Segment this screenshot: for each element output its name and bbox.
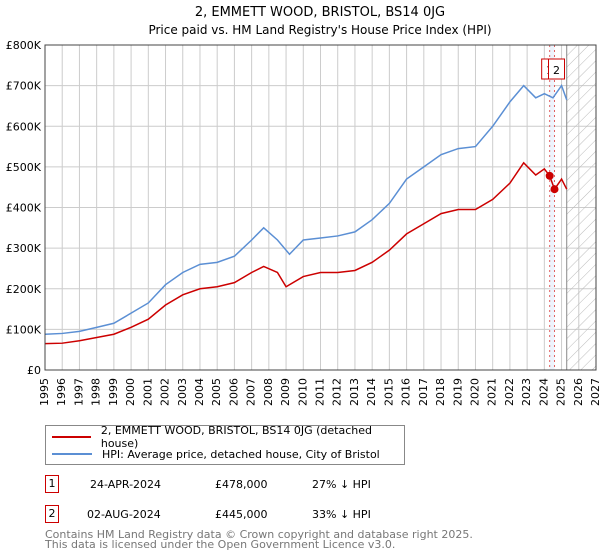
x-tick-label: 1996 — [55, 378, 68, 406]
x-tick-label: 2005 — [210, 378, 223, 406]
x-tick-label: 2003 — [176, 378, 189, 406]
x-tick-label: 2016 — [400, 378, 413, 406]
x-tick-label: 2012 — [331, 378, 344, 406]
y-tick-label: £500K — [6, 161, 42, 174]
sale-date: 24-APR-2024 — [90, 478, 162, 491]
sale-hpi-diff: 33% ↓ HPI — [312, 508, 371, 521]
series-line — [44, 84, 568, 335]
y-tick-label: £800K — [6, 39, 42, 52]
x-tick-label: 2006 — [227, 378, 240, 406]
x-tick-label: 2013 — [348, 378, 361, 406]
legend: 2, EMMETT WOOD, BRISTOL, BS14 0JG (detac… — [45, 424, 405, 465]
series-line — [44, 161, 568, 345]
x-tick-label: 2020 — [468, 378, 481, 406]
x-tick-label: 2002 — [159, 378, 172, 406]
sale-badge: 2 — [45, 505, 59, 523]
x-tick-label: 2014 — [365, 378, 378, 406]
x-tick-label: 2015 — [382, 378, 395, 406]
price-chart: 2, EMMETT WOOD, BRISTOL, BS14 0JG Price … — [6, 5, 600, 406]
y-tick-label: £700K — [6, 80, 42, 93]
x-tick-label: 2026 — [572, 378, 585, 406]
x-tick-label: 2023 — [520, 378, 533, 406]
x-tick-label: 2022 — [503, 378, 516, 406]
y-tick-label: £100K — [6, 323, 42, 336]
y-tick-label: £600K — [6, 120, 42, 133]
x-tick-label: 2011 — [314, 378, 327, 406]
sale-row: 1 24-APR-2024 £478,000 27% ↓ HPI — [45, 475, 600, 495]
legend-swatch-red — [52, 436, 91, 438]
x-tick-label: 2018 — [434, 378, 447, 406]
legend-item-hpi: HPI: Average price, detached house, City… — [52, 446, 380, 462]
footer: Contains HM Land Registry data © Crown c… — [45, 528, 473, 551]
legend-label: 2, EMMETT WOOD, BRISTOL, BS14 0JG (detac… — [100, 424, 373, 450]
x-tick-label: 1997 — [72, 378, 85, 406]
x-tick-label: 1999 — [107, 378, 120, 406]
x-tick-label: 2010 — [296, 378, 309, 406]
legend-label: HPI: Average price, detached house, City… — [102, 447, 380, 461]
x-tick-label: 2025 — [555, 378, 568, 406]
sale-band — [549, 45, 555, 370]
y-tick-label: £400K — [6, 202, 42, 215]
sale-point — [545, 171, 554, 180]
forecast-hatch — [566, 45, 596, 370]
y-tick-label: £300K — [6, 242, 42, 255]
legend-item-property: 2, EMMETT WOOD, BRISTOL, BS14 0JG (detac… — [52, 424, 404, 450]
sale-label-box — [548, 58, 566, 80]
x-tick-label: 2019 — [451, 378, 464, 406]
legend-swatch-blue — [52, 453, 92, 455]
sale-date: 02-AUG-2024 — [87, 508, 161, 521]
sale-hpi-diff: 27% ↓ HPI — [312, 478, 371, 491]
footer-line: Contains HM Land Registry data © Crown c… — [45, 528, 473, 541]
sale-point — [550, 185, 559, 194]
x-tick-label: 2009 — [279, 378, 292, 406]
sale-price: £445,000 — [215, 508, 268, 521]
sale-price: £478,000 — [215, 478, 268, 491]
chart-subtitle: Price paid vs. HM Land Registry's House … — [148, 23, 491, 37]
x-tick-label: 1995 — [38, 378, 51, 406]
plot-border — [44, 44, 597, 371]
sale-badge: 1 — [45, 475, 59, 493]
x-tick-label: 2004 — [193, 378, 206, 406]
y-tick-label: £200K — [6, 283, 42, 296]
x-tick-label: 2021 — [486, 378, 499, 406]
x-tick-label: 2024 — [537, 378, 550, 406]
x-tick-label: 2027 — [589, 378, 600, 406]
x-tick-label: 1998 — [90, 378, 103, 406]
y-tick-label: £0 — [27, 364, 41, 377]
footer-line: This data is licensed under the Open Gov… — [45, 538, 396, 551]
sale-label: 2 — [553, 64, 560, 77]
x-tick-label: 2008 — [262, 378, 275, 406]
x-tick-label: 2000 — [124, 378, 137, 406]
chart-title: 2, EMMETT WOOD, BRISTOL, BS14 0JG — [195, 5, 445, 20]
x-tick-label: 2017 — [417, 378, 430, 406]
sale-row: 2 02-AUG-2024 £445,000 33% ↓ HPI — [45, 505, 600, 525]
x-tick-label: 2007 — [245, 378, 258, 406]
x-tick-label: 2001 — [141, 378, 154, 406]
